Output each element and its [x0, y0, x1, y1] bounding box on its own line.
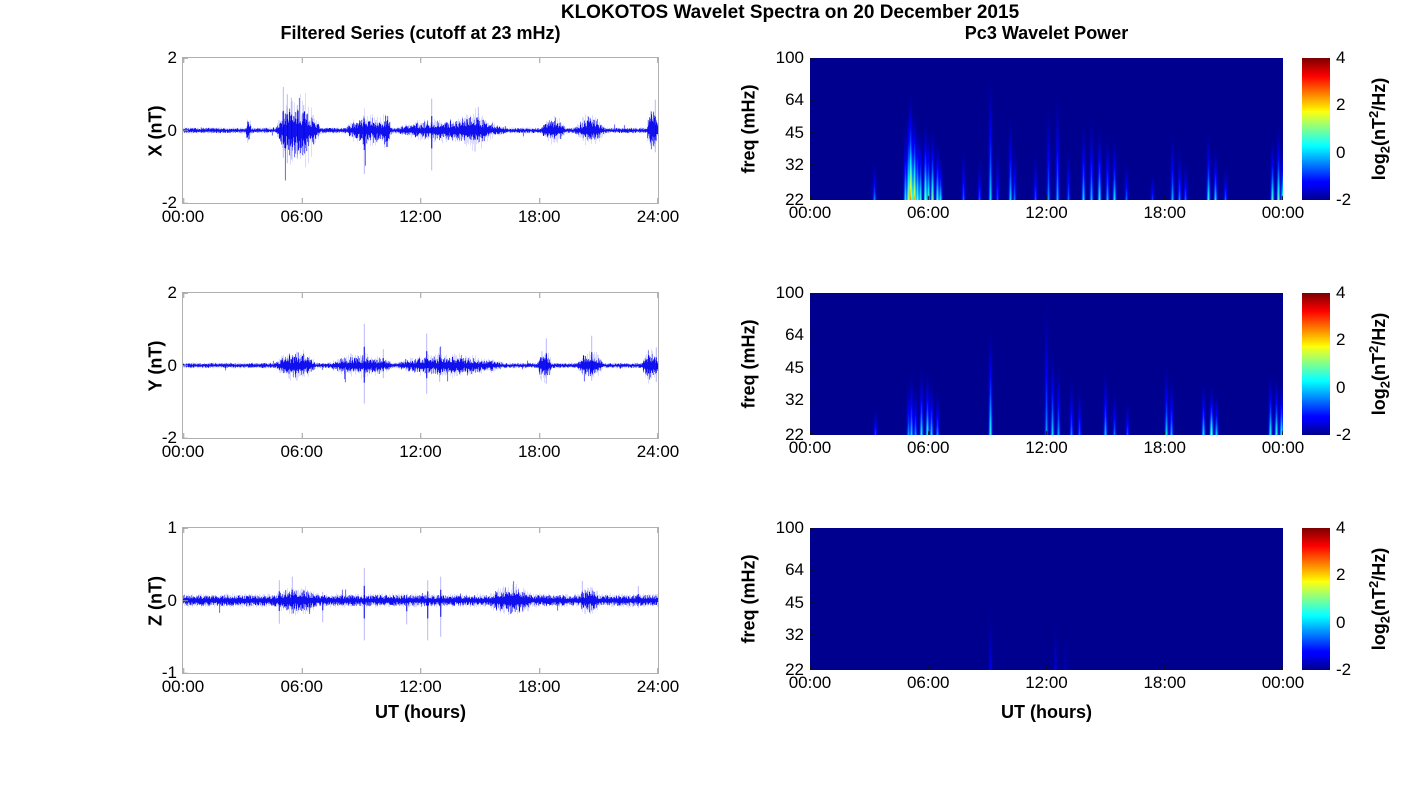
y_filtered_series-x-tick-label: 12:00	[399, 442, 442, 461]
x_wavelet_power-x-tick-label: 06:00	[906, 203, 950, 222]
y_filtered_series-x-tick-label: 24:00	[636, 442, 680, 461]
x_wavelet_power-colorbar-tick-label: -2	[1336, 190, 1352, 209]
z_wavelet_power-y-tick-label: 45	[785, 592, 804, 612]
y_filtered_series-y-tick-label: 0	[167, 355, 177, 375]
z_wavelet_power-x-tick-label: 00:00	[788, 673, 832, 692]
z_wavelet_power-y-tick-label: 64	[785, 559, 804, 579]
x_wavelet_power-colorbar-tick-label: 0	[1336, 142, 1346, 162]
y_wavelet_power-x-tick-label: 00:00	[788, 438, 832, 457]
x_filtered_series-x-tick-label: 06:00	[280, 207, 324, 226]
y_filtered_series-x-tick-label: 00:00	[161, 442, 205, 461]
y_wavelet_power-colorbar-tick-label: -2	[1336, 425, 1352, 444]
z_wavelet_power-x-tick-label: 12:00	[1025, 673, 1068, 692]
y_filtered_series-plot	[182, 292, 659, 439]
y_wavelet_power-x-tick-label: 18:00	[1143, 438, 1187, 457]
y_wavelet_power-colorbar-canvas	[1302, 293, 1330, 435]
z_filtered_series-y-tick-label: 1	[167, 518, 177, 537]
left-column-title: Filtered Series (cutoff at 23 mHz)	[280, 23, 561, 43]
z_wavelet_power-canvas	[810, 528, 1283, 670]
y_filtered_series-y-axis-label: Y (nT)	[145, 340, 166, 391]
figure-title: KLOKOTOS Wavelet Spectra on 20 December …	[560, 2, 1020, 23]
x_wavelet_power-y-tick-label: 64	[785, 89, 804, 109]
y_wavelet_power-x-tick-label: 12:00	[1025, 438, 1068, 457]
x_wavelet_power-colorbar-tick-label: 2	[1336, 95, 1346, 115]
x_filtered_series-y-tick-label: 0	[167, 120, 177, 140]
z_wavelet_power-x-tick-label: 06:00	[906, 673, 950, 692]
x_filtered_series-x-tick-label: 12:00	[399, 207, 442, 226]
y_wavelet_power-plot	[810, 293, 1283, 435]
y_filtered_series-x-tick-label: 18:00	[517, 442, 561, 461]
x_filtered_series-x-tick-label: 18:00	[517, 207, 561, 226]
y_filtered_series-y-tick-label: -2	[161, 428, 177, 447]
x_wavelet_power-colorbar-canvas	[1302, 58, 1330, 200]
z_filtered_series-x-tick-label: 18:00	[517, 677, 561, 696]
z_filtered_series-x-tick-label: 00:00	[161, 677, 205, 696]
x_wavelet_power-x-tick-label: 00:00	[1261, 203, 1305, 222]
y_wavelet_power-colorbar-tick-label: 4	[1336, 283, 1346, 302]
x_wavelet_power-x-tick-label: 00:00	[788, 203, 832, 222]
z_wavelet_power-colorbar-canvas	[1302, 528, 1330, 670]
y_wavelet_power-colorbar	[1302, 293, 1330, 435]
z_wavelet_power-colorbar-label: log2(nT2/Hz)	[1366, 547, 1393, 651]
z_filtered_series-canvas	[183, 528, 658, 673]
x_wavelet_power-canvas	[810, 58, 1283, 200]
x_filtered_series-x-tick-label: 24:00	[636, 207, 680, 226]
x_wavelet_power-y-tick-label: 45	[785, 122, 804, 142]
z_filtered_series-x-tick-label: 06:00	[280, 677, 324, 696]
y_wavelet_power-colorbar-label: log2(nT2/Hz)	[1366, 312, 1393, 416]
y_wavelet_power-colorbar-tick-label: 0	[1336, 377, 1346, 397]
x-axis-label-right: UT (hours)	[1001, 702, 1092, 722]
x_filtered_series-x-tick-label: 00:00	[161, 207, 205, 226]
x_wavelet_power-y-tick-label: 32	[785, 154, 804, 174]
y_wavelet_power-x-tick-label: 00:00	[1261, 438, 1305, 457]
y_wavelet_power-y-axis-label: freq (mHz)	[738, 319, 759, 409]
y_wavelet_power-colorbar-tick-label: 2	[1336, 330, 1346, 350]
z_wavelet_power-y-tick-label: 100	[775, 518, 804, 537]
z_wavelet_power-colorbar-tick-label: 2	[1336, 565, 1346, 585]
z_filtered_series-x-tick-label: 12:00	[399, 677, 442, 696]
z_wavelet_power-y-axis-label: freq (mHz)	[738, 554, 759, 644]
y_filtered_series-x-tick-label: 06:00	[280, 442, 324, 461]
y_wavelet_power-canvas	[810, 293, 1283, 435]
z_wavelet_power-y-tick-label: 32	[785, 624, 804, 644]
z_wavelet_power-x-tick-label: 18:00	[1143, 673, 1187, 692]
x_wavelet_power-x-tick-label: 18:00	[1143, 203, 1187, 222]
z_wavelet_power-x-tick-label: 00:00	[1261, 673, 1305, 692]
y_wavelet_power-y-tick-label: 100	[775, 283, 804, 302]
x_filtered_series-y-axis-label: X (nT)	[145, 105, 166, 156]
x_wavelet_power-colorbar-tick-label: 4	[1336, 48, 1346, 67]
y_filtered_series-canvas	[183, 293, 658, 438]
x-axis-label-left: UT (hours)	[375, 702, 466, 722]
y_wavelet_power-y-tick-label: 64	[785, 324, 804, 344]
z_wavelet_power-colorbar	[1302, 528, 1330, 670]
z_filtered_series-y-axis-label: Z (nT)	[145, 575, 166, 626]
x_wavelet_power-colorbar	[1302, 58, 1330, 200]
y_filtered_series-y-tick-label: 2	[167, 283, 177, 302]
right-column-title: Pc3 Wavelet Power	[964, 23, 1129, 43]
z_wavelet_power-y-tick-label: 22	[785, 660, 804, 679]
x_wavelet_power-y-tick-label: 100	[775, 48, 804, 67]
x_filtered_series-y-tick-label: -2	[161, 193, 177, 212]
z_wavelet_power-colorbar-tick-label: 0	[1336, 612, 1346, 632]
z_filtered_series-x-tick-label: 24:00	[636, 677, 680, 696]
z_filtered_series-y-tick-label: 0	[167, 590, 177, 610]
x_wavelet_power-x-tick-label: 12:00	[1025, 203, 1068, 222]
z_wavelet_power-colorbar-tick-label: 4	[1336, 518, 1346, 537]
x_wavelet_power-colorbar-label: log2(nT2/Hz)	[1366, 77, 1393, 181]
y_wavelet_power-y-tick-label: 22	[785, 425, 804, 444]
z_filtered_series-plot	[182, 527, 659, 674]
z_wavelet_power-plot	[810, 528, 1283, 670]
x_filtered_series-y-tick-label: 2	[167, 48, 177, 67]
z_filtered_series-y-tick-label: -1	[161, 663, 177, 682]
y_wavelet_power-y-tick-label: 32	[785, 389, 804, 409]
y_wavelet_power-y-tick-label: 45	[785, 357, 804, 377]
x_wavelet_power-y-axis-label: freq (mHz)	[738, 84, 759, 174]
x_wavelet_power-plot	[810, 58, 1283, 200]
x_filtered_series-plot	[182, 57, 659, 204]
x_wavelet_power-y-tick-label: 22	[785, 190, 804, 209]
x_filtered_series-canvas	[183, 58, 658, 203]
z_wavelet_power-colorbar-tick-label: -2	[1336, 660, 1352, 679]
y_wavelet_power-x-tick-label: 06:00	[906, 438, 950, 457]
